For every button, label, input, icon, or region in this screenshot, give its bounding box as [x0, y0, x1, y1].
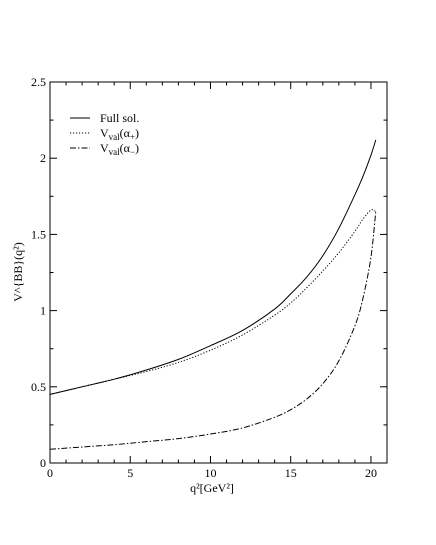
y-tick-label: 0: [40, 456, 46, 470]
y-tick-label: 1: [40, 304, 46, 318]
x-tick-label: 0: [47, 466, 53, 480]
x-axis-label: q²[GeV²]: [190, 481, 234, 495]
x-axis: 0 5 10 15 20: [47, 82, 377, 480]
y-tick-label: 2.5: [31, 75, 46, 89]
series-line-1: [49, 139, 377, 395]
y-axis-label: V^{BB}(q²): [11, 242, 25, 301]
y-tick-label: 2: [40, 151, 46, 165]
legend-label-1: Full sol.: [100, 111, 139, 125]
x-tick-label: 20: [365, 466, 377, 480]
x-tick-label: 10: [204, 466, 216, 480]
legend: Full sol.Vval(α+)Vval(α−): [70, 111, 139, 157]
series-layer: [49, 139, 377, 450]
series-line-2: [49, 209, 377, 395]
x-tick-label: 15: [285, 466, 297, 480]
y-axis: 0 0.5 1 1.5 2 2.5: [31, 75, 387, 470]
series-line-3: [49, 211, 377, 450]
legend-label-3: Vval(α−): [100, 141, 139, 157]
legend-label-2: Vval(α+): [100, 126, 139, 142]
y-tick-label: 0.5: [31, 380, 46, 394]
y-tick-label: 1.5: [31, 227, 46, 241]
x-tick-label: 5: [127, 466, 133, 480]
